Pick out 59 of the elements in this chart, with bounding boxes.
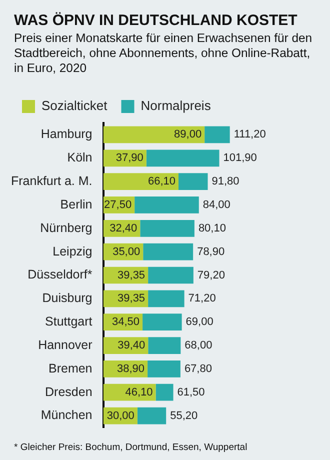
total-label: 69,00 <box>186 316 214 328</box>
chart-subtitle: Preis einer Monatskarte für einen Erwachsenen für den Stadtbereich, ohne Abonnements, ohne Online-Rabatt, in Euro, 2020 <box>14 31 314 76</box>
chart-title: WAS ÖPNV IN DEUTSCHLAND KOSTET <box>14 12 298 29</box>
bar <box>140 220 194 237</box>
bar <box>142 314 182 331</box>
legend-label: Sozialticket <box>42 98 108 114</box>
data-label: 39,35 <box>118 269 146 282</box>
data-label: 27,50 <box>104 199 132 212</box>
data-label: 39,35 <box>118 292 146 305</box>
y-tick-label: Dresden <box>45 384 92 399</box>
bar <box>134 196 199 214</box>
data-label: 34,50 <box>112 316 140 328</box>
y-tick-label: Leipzig <box>52 244 92 258</box>
data-label: 37,90 <box>116 152 144 164</box>
y-tick-label: Düsseldorf* <box>28 268 92 282</box>
total-label: 101,90 <box>223 152 257 164</box>
data-label: 66,10 <box>148 176 176 188</box>
y-tick-label: Bremen <box>48 361 92 376</box>
total-label: 68,00 <box>184 340 212 352</box>
y-tick-label: München <box>40 408 92 422</box>
y-tick-label: Hamburg <box>40 127 92 142</box>
bar <box>103 173 179 190</box>
total-label: 91,80 <box>212 176 240 188</box>
data-label: 39,40 <box>118 340 146 352</box>
bar <box>103 126 205 144</box>
bar <box>148 337 181 354</box>
total-label: 80,10 <box>198 222 226 234</box>
data-label: 89,00 <box>174 128 202 141</box>
bar <box>143 243 194 260</box>
y-tick-label: Berlin <box>60 197 92 212</box>
total-label: 84,00 <box>202 199 230 212</box>
y-tick-label: Stuttgart <box>45 314 93 329</box>
bar <box>148 360 180 378</box>
y-tick-label: Köln <box>67 150 92 165</box>
data-label: 30,00 <box>106 410 134 422</box>
y-tick-label: Nürnberg <box>40 220 92 235</box>
total-label: 71,20 <box>188 292 216 305</box>
bar <box>204 126 230 144</box>
y-tick-label: Hannover <box>38 338 92 352</box>
data-label: 46,10 <box>125 386 153 398</box>
y-tick-label: Duisburg <box>42 291 92 306</box>
bar <box>156 384 174 401</box>
bar <box>146 150 220 167</box>
total-label: 78,90 <box>197 246 225 258</box>
bar <box>148 266 194 284</box>
data-label: 32,40 <box>110 222 138 234</box>
bar <box>137 407 166 424</box>
total-label: 55,20 <box>170 410 198 422</box>
bar <box>178 173 208 190</box>
total-label: 61,50 <box>177 386 205 398</box>
legend-label: Normalpreis <box>140 98 212 114</box>
total-label: 79,20 <box>197 269 225 282</box>
total-label: 111,20 <box>234 128 266 141</box>
y-tick-label: Frankfurt a. M. <box>10 174 92 188</box>
text: * Gleicher Preis: Bochum, Dortmund, Essen, Wuppertal <box>14 442 248 453</box>
bar <box>148 290 184 308</box>
data-label: 35,00 <box>112 246 140 258</box>
total-label: 67,80 <box>184 362 212 375</box>
data-label: 38,90 <box>117 362 145 375</box>
